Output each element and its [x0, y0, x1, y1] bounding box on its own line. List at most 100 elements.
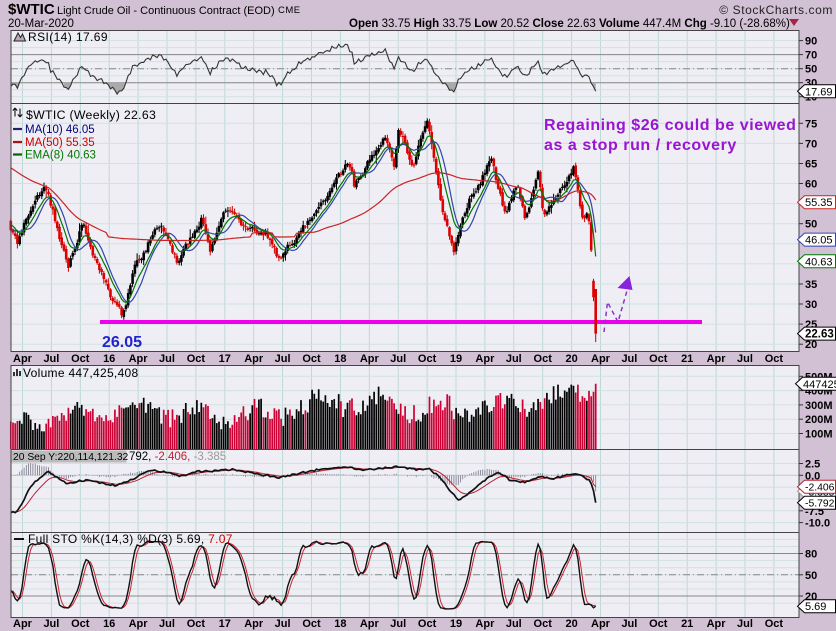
svg-text:17.69: 17.69 [805, 86, 833, 98]
svg-text:Jul: Jul [621, 618, 637, 630]
svg-text:Regaining $26 could be viewed: Regaining $26 could be viewed [544, 117, 796, 134]
svg-text:Open 33.75 High 33.75 Low 20.5: Open 33.75 High 33.75 Low 20.52 Close 22… [349, 18, 790, 30]
svg-text:Apr: Apr [13, 618, 33, 630]
svg-text:55.35: 55.35 [805, 197, 833, 209]
svg-text:-5.792: -5.792 [805, 499, 835, 510]
svg-text:Jul: Jul [737, 353, 753, 365]
svg-text:Apr: Apr [591, 618, 611, 630]
svg-text:300M: 300M [805, 400, 833, 412]
svg-text:Jul: Jul [390, 353, 406, 365]
svg-text:200M: 200M [805, 414, 833, 426]
svg-text:2.5: 2.5 [805, 459, 820, 471]
svg-text:Jul: Jul [43, 618, 59, 630]
svg-text:Apr: Apr [475, 353, 495, 365]
svg-text:70: 70 [805, 50, 817, 62]
svg-text:Jul: Jul [737, 618, 753, 630]
svg-text:Apr: Apr [129, 353, 149, 365]
svg-text:20-Mar-2020: 20-Mar-2020 [8, 18, 74, 30]
svg-text:21: 21 [681, 353, 693, 365]
svg-text:MA(50) 55.35: MA(50) 55.35 [25, 137, 95, 149]
svg-text:30: 30 [805, 299, 817, 311]
svg-text:MA(10) 46.05: MA(10) 46.05 [25, 124, 95, 136]
svg-text:Oct: Oct [187, 618, 206, 630]
svg-text:Oct: Oct [534, 618, 553, 630]
svg-text:Apr: Apr [244, 618, 264, 630]
svg-text:Light Crude Oil - Continuous C: Light Crude Oil - Continuous Contract (E… [57, 5, 275, 17]
svg-text:90: 90 [805, 36, 817, 48]
svg-text:Jul: Jul [43, 353, 59, 365]
svg-text:17: 17 [219, 618, 231, 630]
svg-text:Jul: Jul [390, 618, 406, 630]
svg-text:40.63: 40.63 [805, 256, 833, 268]
svg-text:Oct: Oct [418, 353, 437, 365]
svg-text:-10.0: -10.0 [805, 518, 830, 530]
svg-text:50: 50 [805, 219, 817, 231]
svg-text:17: 17 [219, 353, 231, 365]
svg-text:Jul: Jul [275, 353, 291, 365]
svg-text:Apr: Apr [360, 618, 380, 630]
svg-text:26.05: 26.05 [102, 334, 142, 351]
svg-text:22.63: 22.63 [805, 329, 834, 341]
svg-text:$WTIC (Weekly) 22.63: $WTIC (Weekly) 22.63 [26, 108, 156, 122]
svg-text:Apr: Apr [591, 353, 611, 365]
svg-text:16: 16 [103, 353, 115, 365]
svg-text:Apr: Apr [129, 618, 149, 630]
svg-text:$WTIC: $WTIC [8, 1, 55, 18]
svg-text:Oct: Oct [187, 353, 206, 365]
svg-text:Apr: Apr [707, 618, 727, 630]
svg-text:50: 50 [805, 64, 817, 76]
svg-text:Oct: Oct [71, 618, 90, 630]
svg-text:Oct: Oct [534, 353, 553, 365]
svg-text:792, -2.406, -3.385: 792, -2.406, -3.385 [129, 451, 226, 463]
svg-text:EMA(8) 40.63: EMA(8) 40.63 [25, 150, 96, 162]
svg-text:0.0: 0.0 [805, 470, 820, 482]
svg-text:75: 75 [805, 118, 817, 130]
svg-text:18: 18 [334, 353, 346, 365]
svg-text:65: 65 [805, 159, 817, 171]
svg-text:20 Sep Y:220,114,121.32: 20 Sep Y:220,114,121.32 [13, 452, 129, 463]
svg-text:Oct: Oct [418, 618, 437, 630]
svg-text:46.05: 46.05 [805, 235, 833, 247]
svg-text:35: 35 [805, 279, 817, 291]
svg-text:Apr: Apr [13, 353, 33, 365]
svg-text:21: 21 [681, 618, 693, 630]
svg-text:20: 20 [565, 618, 577, 630]
svg-text:20: 20 [565, 353, 577, 365]
svg-text:19: 19 [450, 618, 462, 630]
svg-text:Oct: Oct [765, 618, 784, 630]
svg-text:© StockCharts.com: © StockCharts.com [719, 3, 833, 17]
svg-text:5.69: 5.69 [805, 601, 826, 613]
svg-text:Oct: Oct [302, 618, 321, 630]
svg-text:20: 20 [805, 339, 817, 351]
svg-text:Oct: Oct [765, 353, 784, 365]
svg-text:CME: CME [278, 5, 301, 16]
svg-text:as a stop run / recovery: as a stop run / recovery [544, 137, 737, 154]
svg-text:16: 16 [103, 618, 115, 630]
svg-text:447425: 447425 [803, 379, 836, 391]
svg-text:Jul: Jul [159, 353, 175, 365]
svg-text:RSI(14) 17.69: RSI(14) 17.69 [28, 30, 108, 44]
svg-text:100M: 100M [805, 429, 833, 441]
svg-text:Jul: Jul [506, 618, 522, 630]
svg-text:18: 18 [334, 618, 346, 630]
svg-text:Jul: Jul [506, 353, 522, 365]
svg-text:Apr: Apr [707, 353, 727, 365]
svg-text:Apr: Apr [360, 353, 380, 365]
svg-text:Apr: Apr [244, 353, 264, 365]
svg-text:Jul: Jul [621, 353, 637, 365]
svg-text:Oct: Oct [649, 618, 668, 630]
svg-text:70: 70 [805, 138, 817, 150]
svg-text:60: 60 [805, 179, 817, 191]
svg-text:19: 19 [450, 353, 462, 365]
svg-text:Jul: Jul [159, 618, 175, 630]
svg-text:50: 50 [805, 570, 817, 582]
svg-text:Oct: Oct [71, 353, 90, 365]
svg-text:Jul: Jul [275, 618, 291, 630]
svg-text:Oct: Oct [649, 353, 668, 365]
svg-text:80: 80 [805, 549, 817, 561]
svg-text:Oct: Oct [302, 353, 321, 365]
svg-text:Full STO %K(14,3) %D(3) 5.69,: Full STO %K(14,3) %D(3) 5.69, 7.07 [28, 532, 233, 546]
svg-text:Volume 447,425,408: Volume 447,425,408 [23, 366, 139, 380]
svg-text:Apr: Apr [475, 618, 495, 630]
svg-text:-2.406: -2.406 [805, 483, 835, 494]
